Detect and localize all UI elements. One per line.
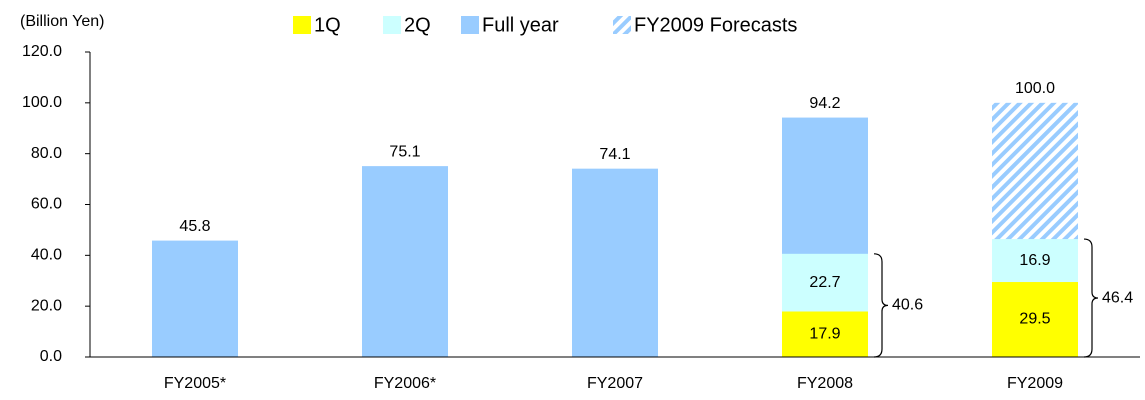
legend-label: 1Q (314, 14, 341, 36)
legend-swatch (383, 16, 401, 34)
value-label: 16.9 (1019, 252, 1050, 269)
legend-label: 2Q (404, 14, 431, 36)
unit-label: (Billion Yen) (20, 13, 105, 30)
value-label: 29.5 (1019, 311, 1050, 328)
brace-label: 46.4 (1102, 289, 1133, 306)
x-tick-label: FY2007 (587, 375, 643, 392)
legend-swatch (461, 16, 479, 34)
value-label: 94.2 (809, 95, 840, 112)
y-tick-label: 40.0 (31, 247, 62, 264)
y-tick-label: 120.0 (22, 43, 62, 60)
x-tick-label: FY2008 (797, 375, 853, 392)
bar-segment (992, 239, 1078, 283)
value-label: 75.1 (389, 143, 420, 160)
value-label: 17.9 (809, 325, 840, 342)
legend-swatch (293, 16, 311, 34)
brace-label: 40.6 (892, 297, 923, 314)
legend-label: FY2009 Forecasts (634, 14, 797, 36)
y-tick-label: 100.0 (22, 94, 62, 111)
legend-swatch (613, 16, 631, 34)
legend-label: Full year (482, 14, 559, 36)
value-label: 100.0 (1015, 80, 1055, 97)
brace (873, 253, 889, 358)
x-tick-label: FY2006* (374, 375, 436, 392)
bar (572, 168, 658, 357)
y-tick-label: 60.0 (31, 196, 62, 213)
bar-segment (992, 282, 1078, 357)
value-label: 74.1 (599, 146, 630, 163)
y-tick-label: 80.0 (31, 145, 62, 162)
x-tick-label: FY2005* (164, 375, 226, 392)
brace (1083, 238, 1099, 358)
y-tick-label: 0.0 (40, 348, 62, 365)
bar-segment (782, 253, 868, 312)
bar (362, 166, 448, 357)
value-label: 22.7 (809, 274, 840, 291)
bar-segment (782, 311, 868, 357)
bar (152, 240, 238, 357)
value-label: 45.8 (179, 218, 210, 235)
x-tick-label: FY2009 (1007, 375, 1063, 392)
y-tick-label: 20.0 (31, 297, 62, 314)
